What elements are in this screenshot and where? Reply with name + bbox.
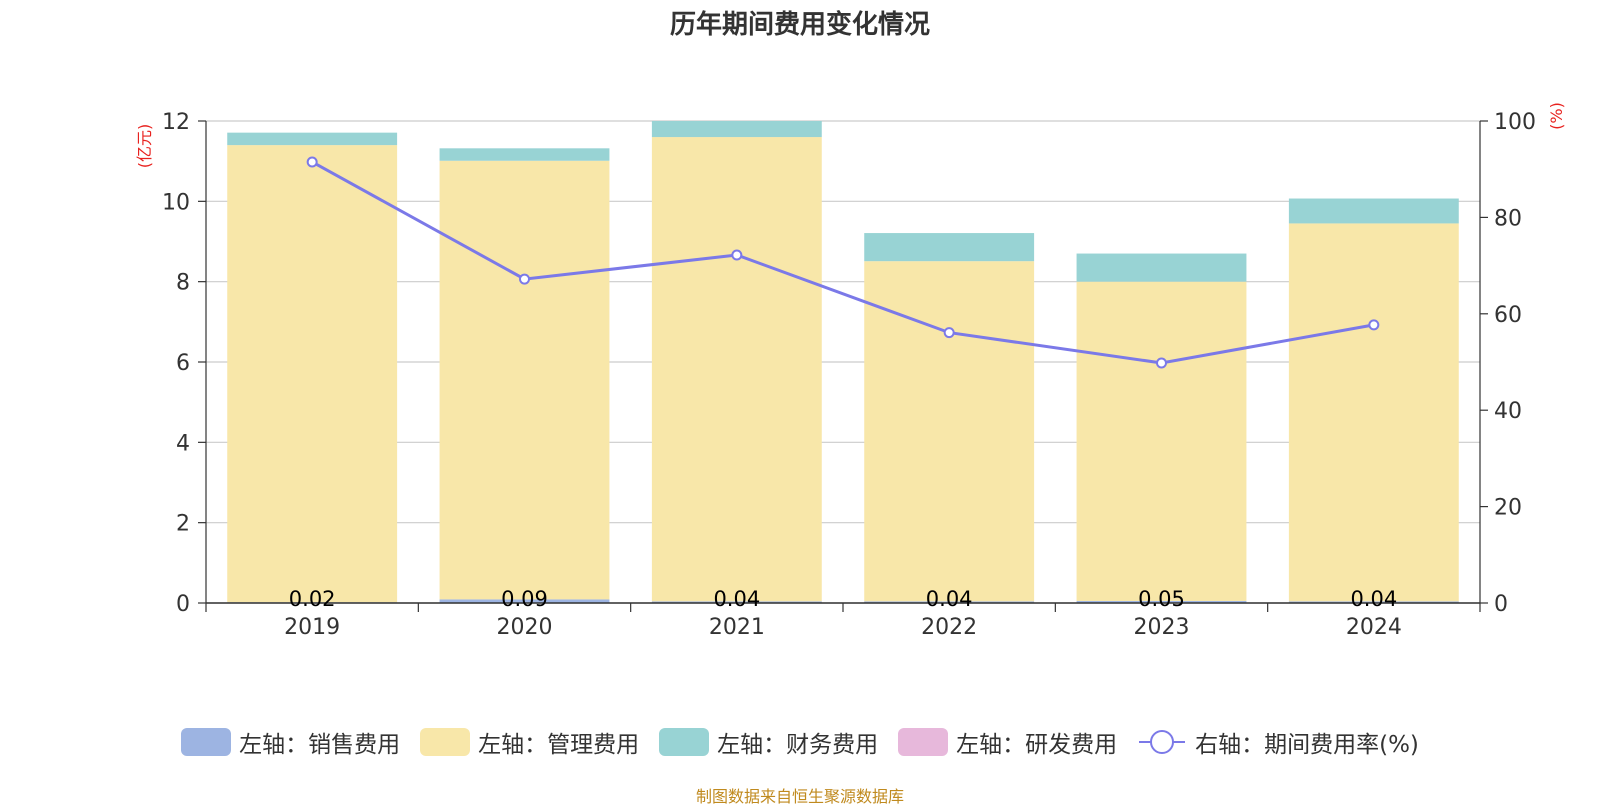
data-label-sales: 0.02 (289, 587, 336, 611)
x-tick-label: 2022 (921, 615, 977, 640)
bar-segment (1288, 223, 1459, 602)
rate-point (1368, 319, 1380, 331)
data-label-sales: 0.04 (926, 587, 973, 611)
legend-item[interactable]: 右轴：期间费用率(%) (1137, 725, 1419, 759)
right-tick-label: 60 (1494, 303, 1522, 328)
data-label-sales: 0.09 (501, 587, 548, 611)
legend-swatch (420, 728, 471, 756)
x-tick-label: 2024 (1346, 615, 1402, 640)
data-label-sales: 0.04 (713, 587, 760, 611)
rate-point (1156, 357, 1167, 369)
bar-segment (651, 137, 822, 602)
bar-segment (1288, 198, 1459, 224)
legend-label: 左轴：研发费用 (956, 732, 1118, 758)
bar-segment (1076, 253, 1247, 282)
left-tick-label: 6 (176, 351, 190, 376)
bar-segment (1076, 281, 1247, 601)
legend-label: 右轴：期间费用率(%) (1195, 732, 1419, 758)
bar-segment (439, 599, 610, 603)
legend-item[interactable]: 左轴：管理费用 (420, 725, 639, 759)
bar-segment (439, 148, 610, 161)
right-tick-label: 0 (1494, 592, 1508, 617)
left-tick-label: 8 (176, 271, 190, 296)
left-tick-label: 12 (162, 110, 190, 135)
left-tick-label: 2 (176, 512, 190, 537)
chart-title: 历年期间费用变化情况 (669, 10, 930, 40)
rate-point (731, 249, 743, 261)
rate-point (943, 327, 955, 339)
right-tick-label: 40 (1494, 399, 1522, 424)
left-axis-unit: (亿元) (135, 124, 154, 169)
bar-segment (864, 233, 1035, 262)
right-tick-label: 80 (1494, 206, 1522, 231)
bar-segment (227, 132, 398, 146)
left-tick-label: 0 (176, 592, 190, 617)
right-axis-unit: (%) (1547, 102, 1566, 130)
rate-point (306, 156, 318, 168)
x-tick-label: 2020 (497, 615, 553, 640)
legend-swatch (898, 728, 949, 756)
bar-segment (651, 601, 822, 603)
bar-segment (864, 261, 1035, 602)
right-tick-label: 20 (1494, 496, 1522, 521)
rate-point (519, 273, 530, 285)
legend-line-marker-icon (1139, 730, 1186, 754)
bar-segment (1288, 601, 1459, 603)
left-tick-label: 4 (176, 431, 190, 456)
legend-label: 左轴：管理费用 (478, 732, 640, 758)
legend-label: 左轴：财务费用 (717, 732, 879, 758)
left-tick-label: 10 (162, 190, 190, 215)
data-label-sales: 0.04 (1350, 587, 1397, 611)
legend-item[interactable]: 左轴：研发费用 (898, 725, 1117, 759)
legend-item[interactable]: 左轴：财务费用 (659, 725, 878, 759)
x-tick-label: 2023 (1134, 615, 1190, 640)
x-tick-label: 2021 (709, 615, 765, 640)
bar-segment (651, 121, 822, 138)
bar-segment (864, 601, 1035, 603)
bar-segment (439, 160, 610, 600)
x-tick-label: 2019 (284, 615, 340, 640)
legend-item[interactable]: 左轴：销售费用 (181, 725, 400, 759)
bar-segment (1076, 600, 1247, 603)
chart-legend: 左轴：销售费用 左轴：管理费用 左轴：财务费用 左轴：研发费用 右轴：期间费用率(%) (0, 725, 1600, 759)
data-label-sales: 0.05 (1138, 587, 1185, 611)
source-note: 制图数据来自恒生聚源数据库 (695, 787, 904, 806)
legend-swatch (659, 728, 710, 756)
legend-swatch (181, 728, 232, 756)
legend-label: 左轴：销售费用 (239, 732, 401, 758)
bar-segment (227, 145, 398, 603)
rate-line (311, 160, 1375, 365)
right-tick-label: 100 (1494, 110, 1536, 135)
